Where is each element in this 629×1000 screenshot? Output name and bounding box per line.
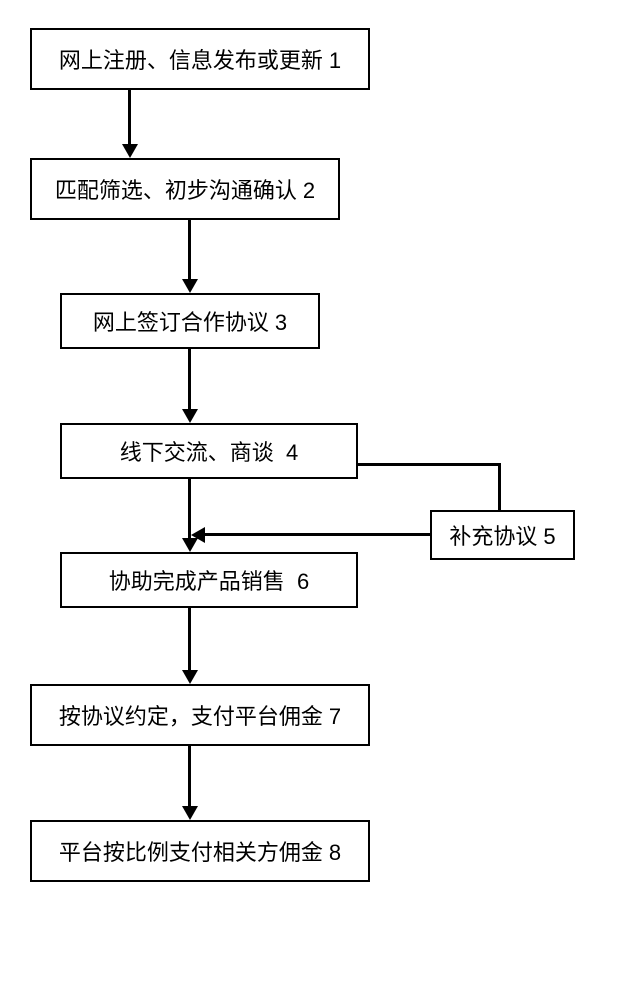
flow-node-7-label: 按协议约定，支付平台佣金 7 bbox=[59, 699, 341, 731]
arrow-4-6-line bbox=[188, 479, 191, 540]
arrow-6-7-head bbox=[182, 670, 198, 684]
arrow-1-2-line bbox=[128, 90, 131, 146]
arrow-6-7-line bbox=[188, 608, 191, 672]
arrow-2-3-head bbox=[182, 279, 198, 293]
arrow-3-4-head bbox=[182, 409, 198, 423]
flow-node-4: 线下交流、商谈 4 bbox=[60, 423, 358, 479]
flow-node-7: 按协议约定，支付平台佣金 7 bbox=[30, 684, 370, 746]
arrow-4-5-h bbox=[358, 463, 501, 466]
flow-node-3: 网上签订合作协议 3 bbox=[60, 293, 320, 349]
arrow-1-2-head bbox=[122, 144, 138, 158]
flow-node-8: 平台按比例支付相关方佣金 8 bbox=[30, 820, 370, 882]
flow-node-2: 匹配筛选、初步沟通确认 2 bbox=[30, 158, 340, 220]
flow-node-1-label: 网上注册、信息发布或更新 1 bbox=[59, 43, 341, 75]
flow-node-2-label: 匹配筛选、初步沟通确认 2 bbox=[55, 173, 315, 205]
arrow-4-6-head bbox=[182, 538, 198, 552]
flow-node-6-label: 协助完成产品销售 6 bbox=[109, 564, 309, 596]
arrow-5-6-h bbox=[203, 533, 430, 536]
flow-node-3-label: 网上签订合作协议 3 bbox=[93, 305, 287, 337]
arrow-7-8-line bbox=[188, 746, 191, 808]
arrow-3-4-line bbox=[188, 349, 191, 411]
flow-node-5-label: 补充协议 5 bbox=[449, 519, 555, 551]
flowchart-canvas: 网上注册、信息发布或更新 1 匹配筛选、初步沟通确认 2 网上签订合作协议 3 … bbox=[0, 0, 629, 1000]
flow-node-1: 网上注册、信息发布或更新 1 bbox=[30, 28, 370, 90]
arrow-7-8-head bbox=[182, 806, 198, 820]
arrow-2-3-line bbox=[188, 220, 191, 281]
flow-node-5: 补充协议 5 bbox=[430, 510, 575, 560]
flow-node-6: 协助完成产品销售 6 bbox=[60, 552, 358, 608]
flow-node-4-label: 线下交流、商谈 4 bbox=[120, 435, 298, 467]
flow-node-8-label: 平台按比例支付相关方佣金 8 bbox=[59, 835, 341, 867]
arrow-4-5-v bbox=[498, 463, 501, 510]
